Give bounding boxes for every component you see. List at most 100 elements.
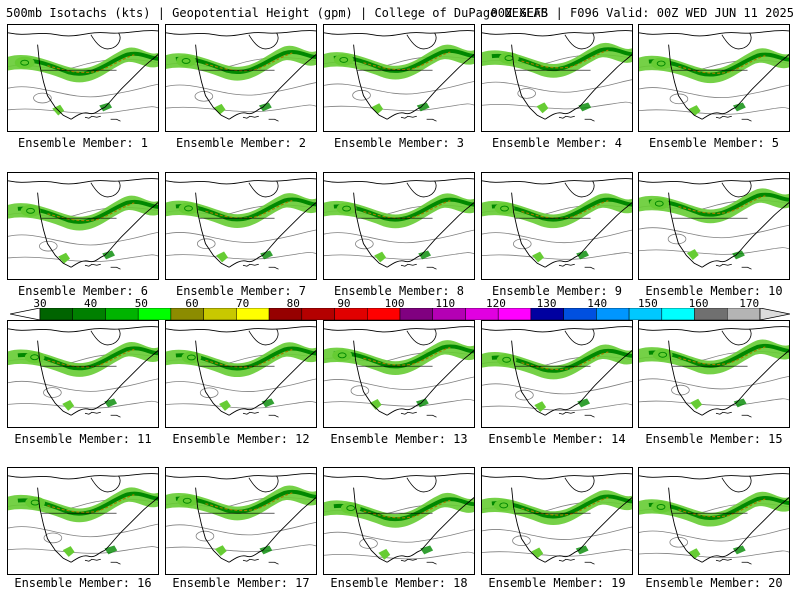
colorbar-swatch [137, 308, 172, 320]
ensemble-member-label: Ensemble Member: 14 [488, 432, 626, 446]
colorbar-swatch [334, 308, 368, 320]
wind-speed-colorbar [10, 308, 790, 320]
isotach-map [166, 473, 316, 565]
colorbar-left-arrow [10, 308, 41, 320]
ensemble-map-panel [481, 172, 633, 280]
product-title: 500mb Isotachs (kts) | Geopotential Heig… [6, 6, 548, 20]
colorbar-swatch [301, 308, 335, 320]
isotach-map [166, 30, 316, 122]
colorbar-tick-label: 80 [286, 297, 300, 310]
colorbar-swatch [170, 308, 204, 320]
colorbar-tick-label: 60 [185, 297, 199, 310]
colorbar-tick-label: 120 [485, 297, 506, 310]
isotach-map [324, 178, 474, 270]
colorbar-swatch [367, 308, 401, 320]
ensemble-map-panel [323, 24, 475, 132]
ensemble-map-panel [481, 467, 633, 575]
isotach-map [166, 178, 316, 270]
valid-time: 00Z GEFS | F096 Valid: 00Z WED JUN 11 20… [490, 6, 794, 20]
ensemble-member-label: Ensemble Member: 18 [330, 576, 468, 590]
colorbar-swatch [399, 308, 433, 320]
ensemble-member-label: Ensemble Member: 1 [17, 136, 149, 150]
colorbar-tick-label: 140 [587, 297, 608, 310]
isotach-map [324, 473, 474, 565]
colorbar-tick-label: 170 [739, 297, 760, 310]
ensemble-map-panel [638, 24, 790, 132]
colorbar-swatch [661, 308, 695, 320]
ensemble-member-label: Ensemble Member: 12 [172, 432, 310, 446]
colorbar-tick-label: 70 [236, 297, 250, 310]
ensemble-member-label: Ensemble Member: 6 [17, 284, 149, 298]
isotach-map [324, 30, 474, 122]
ensemble-member-label: Ensemble Member: 10 [645, 284, 783, 298]
ensemble-member-label: Ensemble Member: 9 [491, 284, 623, 298]
ensemble-member-label: Ensemble Member: 15 [645, 432, 783, 446]
ensemble-map-panel [7, 172, 159, 280]
ensemble-map-panel [638, 467, 790, 575]
colorbar-right-arrow [759, 308, 790, 320]
colorbar-tick-label: 50 [134, 297, 148, 310]
isotach-map [166, 326, 316, 418]
colorbar-swatch [236, 308, 270, 320]
isotach-map [482, 30, 632, 122]
ensemble-map-panel [481, 320, 633, 428]
colorbar-swatch [72, 308, 106, 320]
ensemble-member-label: Ensemble Member: 3 [333, 136, 465, 150]
colorbar-swatch [432, 308, 466, 320]
colorbar-swatch [497, 308, 532, 320]
title-bar: 500mb Isotachs (kts) | Geopotential Heig… [0, 0, 800, 22]
colorbar-tick-label: 40 [84, 297, 98, 310]
ensemble-member-label: Ensemble Member: 7 [175, 284, 307, 298]
isotach-map [482, 178, 632, 270]
colorbar-swatch [596, 308, 630, 320]
isotach-map [482, 473, 632, 565]
ensemble-member-label: Ensemble Member: 5 [648, 136, 780, 150]
colorbar-tick-label: 160 [688, 297, 709, 310]
ensemble-map-panel [165, 320, 317, 428]
colorbar-swatch [268, 308, 303, 320]
ensemble-map-panel [323, 467, 475, 575]
ensemble-map-panel [7, 467, 159, 575]
ensemble-map-panel [323, 172, 475, 280]
colorbar-tick-label: 150 [637, 297, 658, 310]
colorbar-tick-label: 110 [435, 297, 456, 310]
ensemble-map-panel [638, 172, 790, 280]
colorbar-swatch [727, 308, 761, 320]
colorbar-swatch [694, 308, 728, 320]
ensemble-member-label: Ensemble Member: 11 [14, 432, 152, 446]
ensemble-map-panel [481, 24, 633, 132]
ensemble-map-panel [323, 320, 475, 428]
ensemble-member-label: Ensemble Member: 2 [175, 136, 307, 150]
colorbar-swatch [39, 308, 73, 320]
colorbar-swatch [628, 308, 663, 320]
colorbar-tick-label: 130 [536, 297, 557, 310]
ensemble-map-panel [638, 320, 790, 428]
isotach-map [482, 326, 632, 418]
ensemble-member-label: Ensemble Member: 19 [488, 576, 626, 590]
isotach-map [639, 473, 789, 565]
ensemble-map-panel [165, 172, 317, 280]
colorbar-tick-label: 30 [33, 297, 47, 310]
isotach-map [8, 30, 158, 122]
colorbar-swatch [203, 308, 237, 320]
ensemble-member-label: Ensemble Member: 13 [330, 432, 468, 446]
colorbar-swatch [105, 308, 139, 320]
isotach-map [8, 473, 158, 565]
ensemble-map-panel [7, 24, 159, 132]
colorbar-tick-label: 100 [384, 297, 405, 310]
ensemble-map-panel [165, 467, 317, 575]
colorbar-labels: 30 40 50 60 70 80 90 100 110 120 130 140 150 160 170 [22, 297, 782, 310]
ensemble-member-label: Ensemble Member: 16 [14, 576, 152, 590]
colorbar-swatch [530, 308, 564, 320]
colorbar-swatch [563, 308, 597, 320]
ensemble-member-label: Ensemble Member: 17 [172, 576, 310, 590]
isotach-map [8, 326, 158, 418]
isotach-map [324, 326, 474, 418]
ensemble-member-label: Ensemble Member: 8 [333, 284, 465, 298]
colorbar-swatch [465, 308, 499, 320]
ensemble-map-panel [7, 320, 159, 428]
isotach-map [639, 326, 789, 418]
isotach-map [8, 178, 158, 270]
ensemble-map-panel [165, 24, 317, 132]
isotach-map [639, 30, 789, 122]
